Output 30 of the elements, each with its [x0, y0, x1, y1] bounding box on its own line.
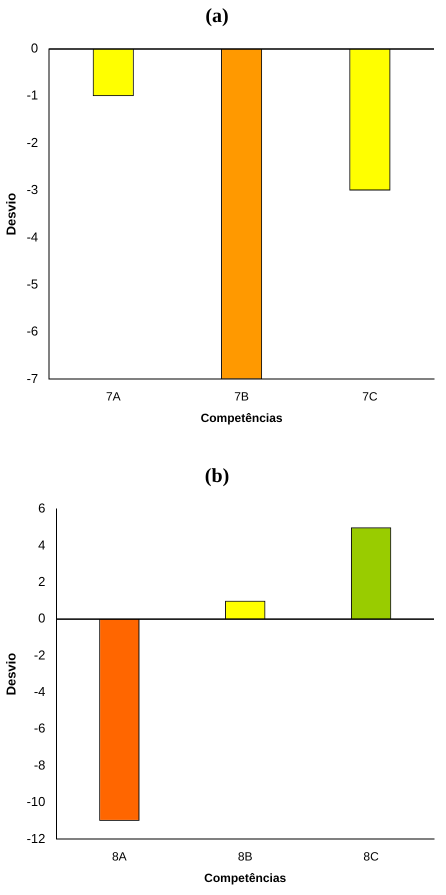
x-tick-label: 8A [112, 850, 127, 864]
x-tick-label: 8C [363, 850, 380, 864]
x-tick-label: 7A [106, 390, 121, 404]
y-tick-label: -10 [26, 794, 46, 810]
y-axis-title: Desvio [3, 192, 18, 236]
chart-title: (a) [205, 5, 229, 28]
y-tick-label: -4 [26, 229, 38, 244]
y-tick-label: 0 [30, 40, 38, 56]
y-tick-label: -1 [26, 88, 38, 103]
y-tick-label: -4 [34, 684, 46, 700]
y-tick-label: -6 [26, 324, 38, 339]
y-tick-label: -6 [34, 720, 46, 736]
y-tick-label: -5 [26, 276, 38, 292]
x-axis-title: Competências [200, 411, 283, 426]
y-tick-label: -8 [34, 757, 46, 772]
x-tick-label: 8B [238, 850, 253, 864]
y-tick-label: 0 [38, 610, 46, 626]
x-axis-title: Competências [204, 871, 287, 886]
y-tick-label: -12 [26, 830, 46, 846]
y-tick-label: -2 [26, 134, 38, 150]
x-tick-label: 7C [362, 390, 378, 404]
y-axis-title: Desvio [3, 652, 18, 696]
chart-title: (b) [204, 465, 230, 488]
y-tick-label: -7 [26, 370, 38, 386]
y-tick-label: 4 [38, 537, 46, 552]
y-tick-label: 2 [38, 574, 46, 589]
x-tick-label: 7B [234, 390, 249, 404]
y-tick-label: -3 [26, 182, 38, 198]
y-tick-label: -2 [34, 647, 46, 662]
y-tick-label: 6 [38, 500, 46, 516]
